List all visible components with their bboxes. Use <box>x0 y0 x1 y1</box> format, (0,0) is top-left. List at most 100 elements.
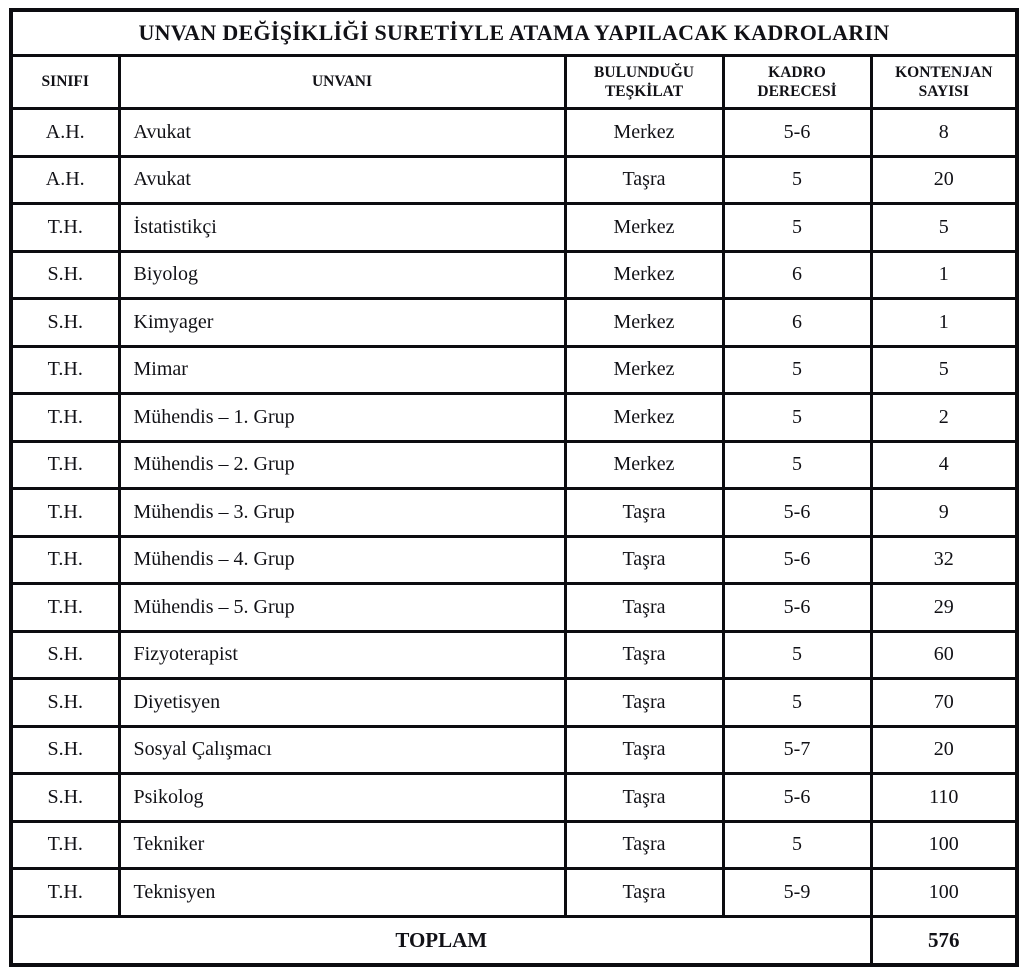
cell-sinifi: S.H. <box>9 724 121 775</box>
cell-sinifi: A.H. <box>9 107 121 158</box>
cell-unvani: Kimyager <box>117 297 567 348</box>
column-header-unvani: UNVANI <box>117 54 567 110</box>
cell-unvani: Psikolog <box>117 772 567 823</box>
cell-kontenjan-sayisi: 32 <box>869 534 1019 585</box>
table-row: A.H. Avukat Merkez 5-6 8 <box>9 107 1019 158</box>
cell-teskilat: Taşra <box>563 819 725 870</box>
cell-teskilat: Taşra <box>563 154 725 205</box>
cell-kontenjan-sayisi: 8 <box>869 107 1019 158</box>
cell-teskilat: Taşra <box>563 867 725 918</box>
table-row: S.H. Fizyoterapist Taşra 5 60 <box>9 629 1019 680</box>
cell-kontenjan-sayisi: 20 <box>869 724 1019 775</box>
table-row: T.H. Mühendis – 5. Grup Taşra 5-6 29 <box>9 582 1019 633</box>
cell-teskilat: Merkez <box>563 297 725 348</box>
cell-kadro-derecesi: 5-9 <box>721 867 873 918</box>
cell-kadro-derecesi: 5 <box>721 344 873 395</box>
cell-unvani: Fizyoterapist <box>117 629 567 680</box>
cell-kadro-derecesi: 5 <box>721 819 873 870</box>
cell-teskilat: Merkez <box>563 202 725 253</box>
column-header-teskilat: BULUNDUĞU TEŞKİLAT <box>563 54 725 110</box>
cell-kadro-derecesi: 5 <box>721 439 873 490</box>
cell-sinifi: S.H. <box>9 629 121 680</box>
table-row: S.H. Psikolog Taşra 5-6 110 <box>9 772 1019 823</box>
table-row: T.H. Teknisyen Taşra 5-9 100 <box>9 867 1019 918</box>
cell-unvani: Avukat <box>117 107 567 158</box>
cell-kadro-derecesi: 6 <box>721 297 873 348</box>
cell-sinifi: T.H. <box>9 867 121 918</box>
cell-unvani: Biyolog <box>117 249 567 300</box>
cell-kadro-derecesi: 5 <box>721 392 873 443</box>
cell-kadro-derecesi: 5-6 <box>721 487 873 538</box>
cell-sinifi: T.H. <box>9 439 121 490</box>
total-value: 576 <box>869 914 1019 966</box>
cell-teskilat: Taşra <box>563 772 725 823</box>
cell-sinifi: T.H. <box>9 344 121 395</box>
cell-kadro-derecesi: 6 <box>721 249 873 300</box>
table-row: T.H. Mühendis – 2. Grup Merkez 5 4 <box>9 439 1019 490</box>
cell-teskilat: Merkez <box>563 344 725 395</box>
cell-teskilat: Taşra <box>563 487 725 538</box>
cell-kontenjan-sayisi: 20 <box>869 154 1019 205</box>
cell-teskilat: Taşra <box>563 677 725 728</box>
cell-kontenjan-sayisi: 5 <box>869 202 1019 253</box>
cell-kontenjan-sayisi: 5 <box>869 344 1019 395</box>
cell-kadro-derecesi: 5 <box>721 202 873 253</box>
table-row: T.H. Mühendis – 1. Grup Merkez 5 2 <box>9 392 1019 443</box>
cell-sinifi: T.H. <box>9 582 121 633</box>
cell-kontenjan-sayisi: 100 <box>869 867 1019 918</box>
cell-sinifi: T.H. <box>9 202 121 253</box>
cell-unvani: Avukat <box>117 154 567 205</box>
cell-kadro-derecesi: 5-6 <box>721 107 873 158</box>
cell-unvani: Teknisyen <box>117 867 567 918</box>
cell-unvani: Diyetisyen <box>117 677 567 728</box>
cell-kontenjan-sayisi: 2 <box>869 392 1019 443</box>
cell-teskilat: Taşra <box>563 724 725 775</box>
table-row: T.H. Tekniker Taşra 5 100 <box>9 819 1019 870</box>
cell-kadro-derecesi: 5 <box>721 677 873 728</box>
cell-sinifi: T.H. <box>9 392 121 443</box>
total-label: TOPLAM <box>9 914 873 966</box>
cell-kadro-derecesi: 5 <box>721 154 873 205</box>
cell-sinifi: A.H. <box>9 154 121 205</box>
table-row: A.H. Avukat Taşra 5 20 <box>9 154 1019 205</box>
table-body: A.H. Avukat Merkez 5-6 8 A.H. Avukat Taşra 5 20 T.… <box>9 107 1019 918</box>
cell-kontenjan-sayisi: 9 <box>869 487 1019 538</box>
column-header-derecesi: KADRO DERECESİ <box>721 54 873 110</box>
cell-sinifi: T.H. <box>9 819 121 870</box>
cell-kontenjan-sayisi: 29 <box>869 582 1019 633</box>
cell-kontenjan-sayisi: 1 <box>869 297 1019 348</box>
cell-unvani: Mühendis – 4. Grup <box>117 534 567 585</box>
cell-sinifi: S.H. <box>9 677 121 728</box>
cell-sinifi: T.H. <box>9 487 121 538</box>
cell-teskilat: Merkez <box>563 439 725 490</box>
cell-unvani: Mühendis – 3. Grup <box>117 487 567 538</box>
cell-kadro-derecesi: 5 <box>721 629 873 680</box>
table-title-row: UNVAN DEĞİŞİKLİĞİ SURETİYLE ATAMA YAPILA… <box>9 8 1019 57</box>
table-row: S.H. Kimyager Merkez 6 1 <box>9 297 1019 348</box>
cell-unvani: Mühendis – 5. Grup <box>117 582 567 633</box>
cell-unvani: Sosyal Çalışmacı <box>117 724 567 775</box>
cell-kontenjan-sayisi: 4 <box>869 439 1019 490</box>
table-row: T.H. İstatistikçi Merkez 5 5 <box>9 202 1019 253</box>
cell-unvani: Mühendis – 2. Grup <box>117 439 567 490</box>
cell-kontenjan-sayisi: 1 <box>869 249 1019 300</box>
table-row: T.H. Mühendis – 3. Grup Taşra 5-6 9 <box>9 487 1019 538</box>
cell-kontenjan-sayisi: 60 <box>869 629 1019 680</box>
table-row: S.H. Diyetisyen Taşra 5 70 <box>9 677 1019 728</box>
cell-sinifi: S.H. <box>9 249 121 300</box>
table-row: S.H. Sosyal Çalışmacı Taşra 5-7 20 <box>9 724 1019 775</box>
table-row: T.H. Mimar Merkez 5 5 <box>9 344 1019 395</box>
kadro-table: UNVAN DEĞİŞİKLİĞİ SURETİYLE ATAMA YAPILA… <box>9 8 1019 967</box>
cell-sinifi: S.H. <box>9 297 121 348</box>
cell-sinifi: S.H. <box>9 772 121 823</box>
cell-kontenjan-sayisi: 70 <box>869 677 1019 728</box>
cell-sinifi: T.H. <box>9 534 121 585</box>
table-row: S.H. Biyolog Merkez 6 1 <box>9 249 1019 300</box>
cell-unvani: Tekniker <box>117 819 567 870</box>
column-header-kontenjan: KONTENJAN SAYISI <box>869 54 1019 110</box>
cell-teskilat: Merkez <box>563 392 725 443</box>
cell-unvani: İstatistikçi <box>117 202 567 253</box>
column-header-sinifi: SINIFI <box>9 54 121 110</box>
cell-teskilat: Taşra <box>563 582 725 633</box>
